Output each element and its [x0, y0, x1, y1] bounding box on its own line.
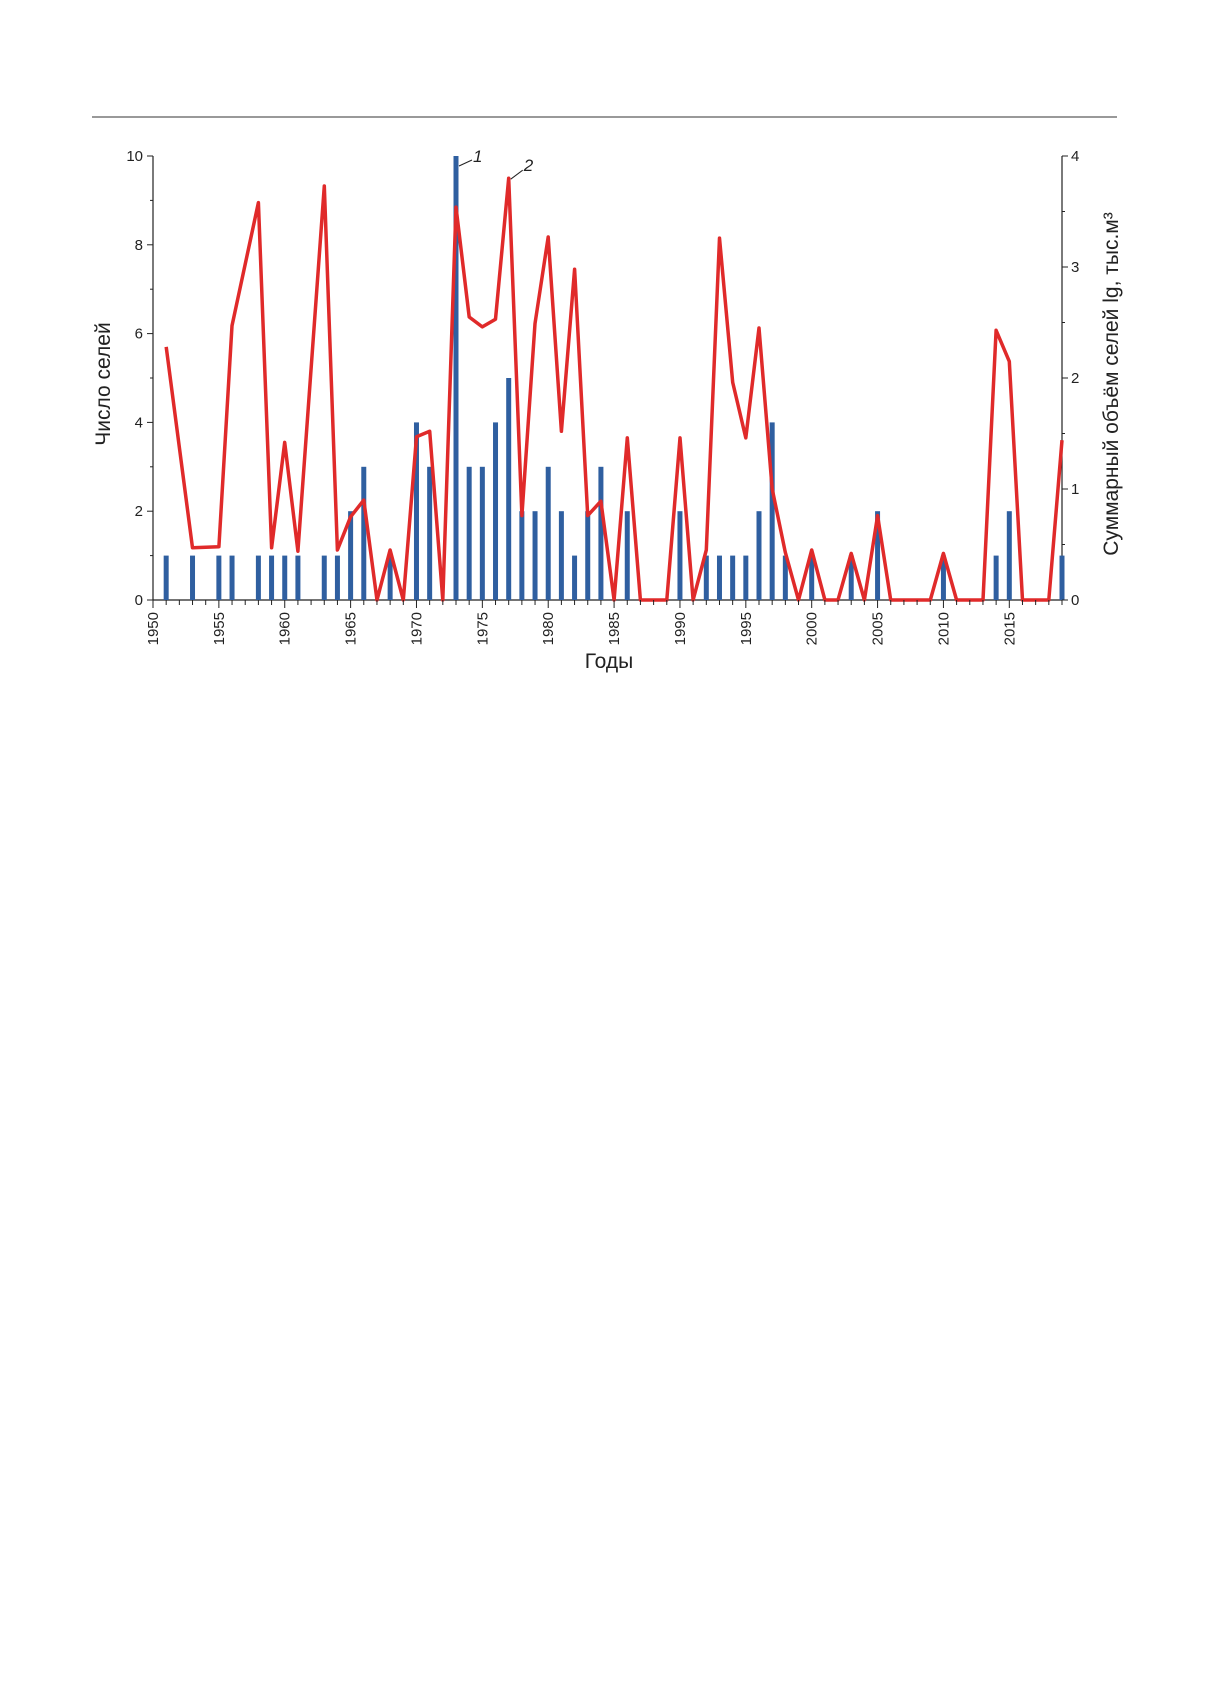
bar — [269, 555, 275, 600]
bar — [295, 555, 301, 600]
y-axis-right-title: Суммарный объём селей lg, тыс.м³ — [1100, 212, 1123, 555]
bar — [387, 555, 393, 600]
bar — [703, 555, 709, 600]
x-axis-title: Годы — [585, 650, 634, 673]
y-left-tick-label: 4 — [135, 414, 143, 431]
bar — [782, 555, 788, 600]
volume-line — [164, 176, 1064, 602]
bar — [809, 555, 815, 600]
bar-series — [163, 156, 1065, 600]
bar — [730, 555, 736, 600]
y-left-tick-label: 2 — [135, 503, 143, 520]
y-right-tick-label: 1 — [1071, 481, 1079, 498]
bar — [427, 466, 433, 600]
x-tick-label: 1965 — [343, 612, 360, 645]
chart-container: 1950 1955 1960 1965 1970 1975 1980 1985 1990 1995… — [0, 0, 1211, 720]
bar — [848, 555, 854, 600]
series-2-leader — [510, 169, 523, 180]
bar — [519, 511, 525, 600]
x-tick-label: 2015 — [1001, 612, 1018, 645]
bar — [466, 466, 472, 600]
bar — [282, 555, 288, 600]
line-series — [164, 176, 1064, 602]
y-left-tick-label: 8 — [135, 237, 143, 254]
bar — [993, 555, 999, 600]
bar — [585, 511, 591, 600]
bar — [875, 511, 881, 600]
x-tick-label: 1960 — [277, 612, 294, 645]
bar — [677, 511, 683, 600]
bar — [1006, 511, 1012, 600]
x-tick-label: 1970 — [408, 612, 425, 645]
series-2-label: 2 — [523, 156, 534, 175]
bar — [453, 156, 459, 600]
bar — [940, 555, 946, 600]
bar — [1059, 555, 1065, 600]
x-tick-label: 2005 — [870, 612, 887, 645]
bar — [163, 555, 169, 600]
y-left-tick-label: 0 — [135, 592, 143, 609]
y-left-tick-label: 6 — [135, 326, 143, 343]
x-tick-label: 1985 — [606, 612, 623, 645]
y-axis-left-title: Число селей — [92, 322, 115, 445]
bar — [361, 466, 367, 600]
x-axis: 1950 1955 1960 1965 1970 1975 1980 1985 1990 1995… — [145, 600, 1063, 645]
y-left-tick-label: 10 — [126, 148, 143, 165]
bar — [413, 422, 419, 600]
bar — [598, 466, 604, 600]
y-right-tick-label: 0 — [1071, 592, 1079, 609]
bar — [558, 511, 564, 600]
bar — [493, 422, 499, 600]
plot-frame — [152, 156, 1063, 601]
bar — [229, 555, 235, 600]
bar — [506, 378, 512, 600]
x-tick-label: 1975 — [474, 612, 491, 645]
bar — [624, 511, 630, 600]
bar — [532, 511, 538, 600]
bar — [545, 466, 551, 600]
bar — [572, 555, 578, 600]
bar — [334, 555, 340, 600]
x-tick-label: 1995 — [738, 612, 755, 645]
bar — [321, 555, 327, 600]
series-1-label: 1 — [473, 147, 482, 166]
bar — [716, 555, 722, 600]
y-right-tick-label: 4 — [1071, 148, 1079, 165]
y-axis-left: 0 2 4 6 8 10 — [126, 148, 153, 609]
series-1-leader — [458, 159, 473, 167]
bar — [348, 511, 354, 600]
y-right-tick-label: 3 — [1071, 259, 1079, 276]
bar — [255, 555, 261, 600]
bar — [769, 422, 775, 600]
x-tick-label: 1990 — [672, 612, 689, 645]
bar — [479, 466, 485, 600]
x-tick-label: 2000 — [804, 612, 821, 645]
x-tick-label: 1980 — [540, 612, 557, 645]
x-tick-label: 2010 — [935, 612, 952, 645]
chart: 1950 1955 1960 1965 1970 1975 1980 1985 1990 1995… — [92, 116, 1123, 673]
bar — [216, 555, 222, 600]
bar — [743, 555, 749, 600]
y-right-tick-label: 2 — [1071, 370, 1079, 387]
bar — [190, 555, 196, 600]
bar — [756, 511, 762, 600]
x-tick-label: 1955 — [211, 612, 228, 645]
y-axis-right: 0 1 2 3 4 — [1062, 148, 1079, 609]
x-tick-label: 1950 — [145, 612, 162, 645]
